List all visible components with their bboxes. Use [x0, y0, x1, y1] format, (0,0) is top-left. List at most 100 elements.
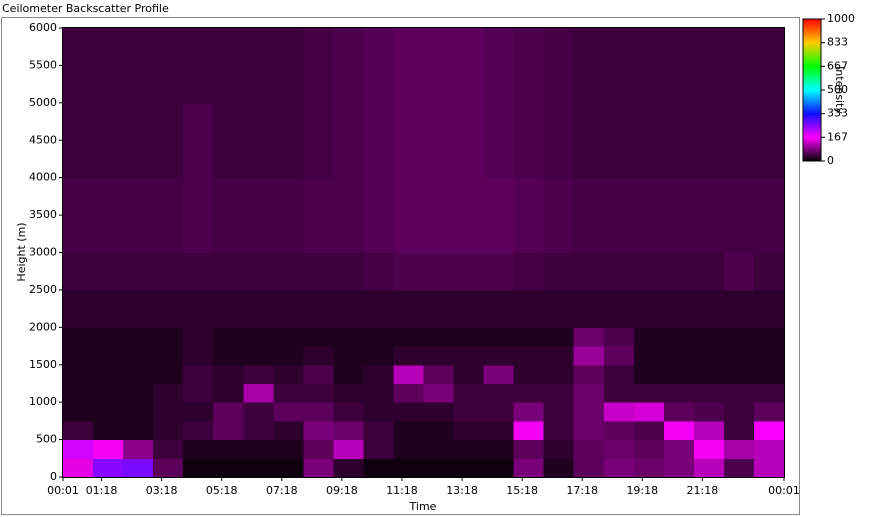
- heatmap-cell: [63, 289, 94, 328]
- heatmap-cell: [513, 402, 545, 422]
- heatmap-cell: [543, 402, 575, 422]
- heatmap-cell: [453, 458, 485, 478]
- heatmap-cell: [333, 177, 364, 253]
- heatmap-cell: [333, 252, 364, 291]
- heatmap-cell: [483, 177, 515, 253]
- heatmap-cell: [603, 439, 635, 459]
- heatmap-cell: [663, 439, 695, 459]
- heatmap-cell: [363, 28, 394, 104]
- heatmap-cell: [363, 102, 394, 179]
- heatmap-cell: [693, 420, 725, 441]
- heatmap-cell: [93, 102, 124, 179]
- heatmap-cell: [633, 177, 665, 253]
- heatmap-cell: [453, 346, 485, 366]
- heatmap-cell: [603, 458, 635, 478]
- heatmap-cell: [753, 252, 785, 291]
- heatmap-cell: [723, 458, 755, 478]
- heatmap-cell: [153, 420, 184, 441]
- heatmap-cell: [243, 439, 274, 459]
- heatmap-cell: [213, 364, 244, 384]
- heatmap-cell: [63, 458, 94, 478]
- heatmap-cell: [453, 439, 485, 459]
- heatmap-cell: [603, 28, 635, 104]
- heatmap-cell: [423, 402, 455, 422]
- heatmap-cell: [423, 420, 455, 441]
- heatmap-cell: [393, 289, 424, 328]
- heatmap-cell: [123, 252, 154, 291]
- heatmap-cell: [753, 364, 785, 384]
- colorbar-tick-label: 500: [827, 83, 848, 96]
- heatmap-cell: [213, 402, 244, 422]
- heatmap-cell: [63, 28, 94, 104]
- heatmap-cell: [543, 327, 575, 347]
- heatmap-cell: [633, 346, 665, 366]
- heatmap-cell: [63, 252, 94, 291]
- heatmap-cell: [453, 252, 485, 291]
- heatmap-cell: [723, 177, 755, 253]
- heatmap-cell: [93, 177, 124, 253]
- heatmap-cell: [213, 458, 244, 478]
- heatmap-cell: [453, 289, 485, 328]
- heatmap-cell: [303, 420, 334, 441]
- heatmap-cell: [93, 420, 124, 441]
- heatmap-cell: [123, 102, 154, 179]
- heatmap-cell: [213, 439, 244, 459]
- heatmap-cell: [303, 252, 334, 291]
- heatmap-cell: [303, 402, 334, 422]
- heatmap-cell: [183, 383, 214, 403]
- heatmap-cell: [153, 28, 184, 104]
- heatmap-cell: [693, 28, 725, 104]
- heatmap-cell: [213, 28, 244, 104]
- heatmap-cell: [693, 458, 725, 478]
- heatmap-cell: [393, 439, 424, 459]
- heatmap-cell: [333, 28, 364, 104]
- heatmap-cell: [303, 28, 334, 104]
- heatmap-cell: [183, 458, 214, 478]
- heatmap-cell: [183, 364, 214, 384]
- heatmap-cell: [93, 327, 124, 347]
- heatmap-cell: [663, 289, 695, 328]
- y-tick-label: 3500: [29, 208, 57, 221]
- heatmap-cell: [273, 439, 304, 459]
- heatmap-cell: [723, 252, 755, 291]
- y-axis-label: Height (m): [15, 222, 28, 281]
- heatmap-cell: [423, 458, 455, 478]
- heatmap-cell: [693, 364, 725, 384]
- heatmap-cell: [93, 458, 124, 478]
- heatmap-cell: [333, 102, 364, 179]
- heatmap-cell: [153, 177, 184, 253]
- heatmap-cell: [153, 364, 184, 384]
- heatmap-cell: [573, 177, 605, 253]
- y-tick-label: 4500: [29, 133, 57, 146]
- heatmap-cell: [213, 420, 244, 441]
- heatmap-cell: [153, 252, 184, 291]
- heatmap-cell: [123, 327, 154, 347]
- heatmap-cell: [633, 439, 665, 459]
- heatmap-cell: [723, 102, 755, 179]
- heatmap-cell: [513, 327, 545, 347]
- heatmap-cell: [723, 439, 755, 459]
- y-tick-label: 5000: [29, 96, 57, 109]
- heatmap-cell: [393, 102, 424, 179]
- heatmap-cell: [603, 327, 635, 347]
- heatmap-cell: [393, 420, 424, 441]
- heatmap-cell: [93, 346, 124, 366]
- heatmap-cell: [273, 28, 304, 104]
- heatmap-cell: [63, 346, 94, 366]
- heatmap-cell: [243, 420, 274, 441]
- plot-frame: [1, 17, 800, 515]
- heatmap-cell: [753, 439, 785, 459]
- heatmap-cell: [483, 327, 515, 347]
- heatmap-cell: [513, 420, 545, 441]
- heatmap-cell: [213, 346, 244, 366]
- heatmap-cell: [723, 289, 755, 328]
- heatmap-cell: [183, 327, 214, 347]
- heatmap-cell: [513, 458, 545, 478]
- heatmap-cell: [483, 439, 515, 459]
- heatmap-cell: [213, 383, 244, 403]
- heatmap-cell: [363, 420, 394, 441]
- heatmap-cell: [273, 289, 304, 328]
- heatmap-cell: [243, 458, 274, 478]
- heatmap-cell: [93, 252, 124, 291]
- colorbar-label: Intensity: [833, 66, 846, 114]
